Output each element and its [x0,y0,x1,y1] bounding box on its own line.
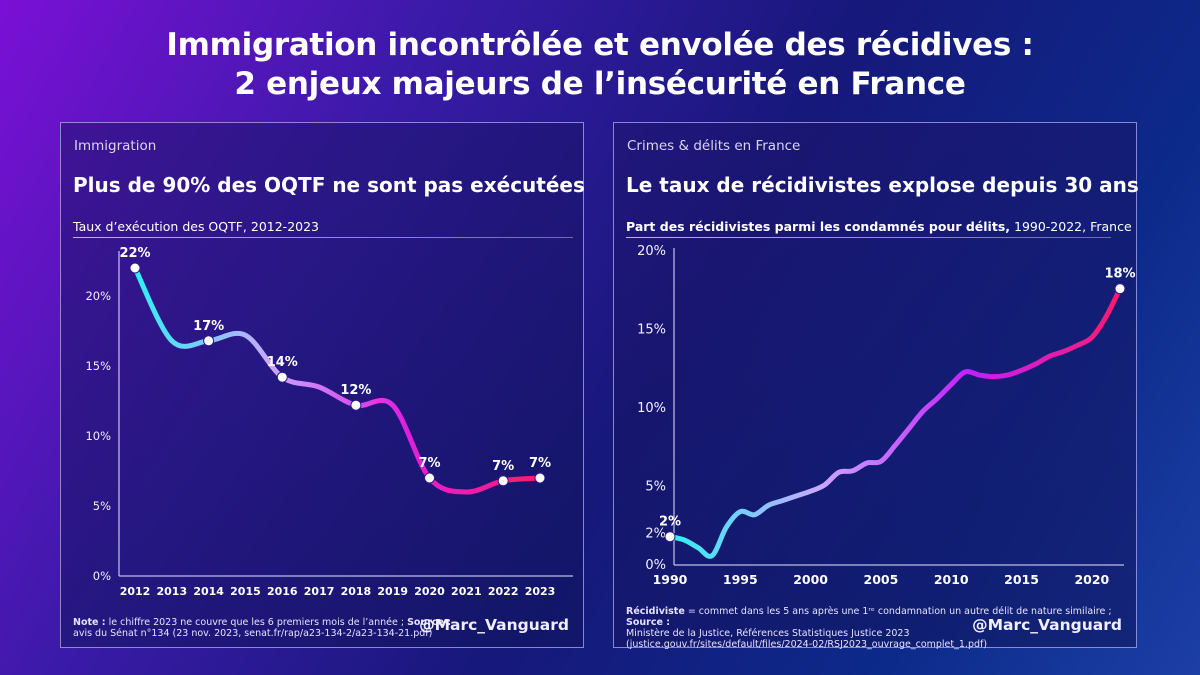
x-tick-label: 2017 [304,585,335,598]
y-tick-label: 15% [637,323,666,338]
data-label: 7% [419,456,441,471]
y-tick-label: 10% [637,401,666,416]
right-category: Crimes & délits en France [627,138,801,154]
x-tick-label: 2005 [864,572,899,587]
left-subtitle-underline [73,237,573,238]
x-tick-label: 2020 [1074,572,1109,587]
x-tick-label: 1990 [653,572,688,587]
data-label: 14% [267,355,298,370]
data-point-marker [1114,283,1126,295]
y-tick-label: 20% [85,289,111,303]
x-tick-label: 2014 [193,585,224,598]
right-note-text3: (justice.gouv.fr/sites/default/files/202… [626,639,988,650]
series-line [667,286,1123,559]
x-tick-label: 2018 [341,585,372,598]
y-tick-label: 15% [85,359,111,373]
y-tick-label: 5% [645,480,666,495]
page-title: Immigration incontrôlée et envolée des r… [0,26,1200,104]
right-subtitle-rest: 1990-2022, France [1010,219,1132,234]
right-author-handle: @Marc_Vanguard [972,616,1122,634]
page-title-line1: Immigration incontrôlée et envolée des r… [166,27,1034,63]
y-tick-label: 20% [637,244,666,259]
page-title-line2: 2 enjeux majeurs de l’insécurité en Fran… [234,66,966,102]
data-label: 22% [119,246,150,261]
x-tick-label: 2015 [230,585,261,598]
data-point-marker [350,399,362,411]
left-subtitle: Taux d’exécution des OQTF, 2012-2023 [73,219,320,234]
x-tick-label: 2016 [267,585,298,598]
data-point-marker [203,335,215,347]
right-note-text2: Ministère de la Justice, Références Stat… [626,628,910,639]
right-note: Récidiviste = commet dans les 5 ans aprè… [626,606,1136,650]
data-label: 18% [1104,267,1135,282]
x-tick-label: 2019 [377,585,408,598]
data-point-marker [424,472,436,484]
right-note-bold: Récidiviste [626,606,685,617]
recidivism-panel: Crimes & délits en France Le taux de réc… [613,122,1139,650]
right-subtitle-underline [626,237,1111,238]
data-point-marker [276,371,288,383]
right-subtitle: Part des récidivistes parmi les condamné… [626,219,1132,234]
x-tick-label: 2022 [488,585,519,598]
data-point-marker [534,472,546,484]
left-note-text1: le chiffre 2023 ne couvre que les 6 prem… [105,617,408,628]
data-point-marker [664,531,676,543]
y-tick-label: 0% [645,558,666,573]
right-subtitle-bold: Part des récidivistes parmi les condamné… [626,219,1011,234]
oqtf-line-chart: 0% 5% 10% 15% 20% 2012 2013 2014 2015 2016 2017 201… [85,246,573,598]
data-label: 17% [193,319,224,334]
left-headline: Plus de 90% des OQTF ne sont pas exécuté… [73,173,585,197]
left-author-handle: @Marc_Vanguard [419,616,569,634]
data-point-marker [497,475,509,487]
x-tick-label: 1995 [723,572,758,587]
data-label: 2% [659,515,681,530]
y-tick-label: 2% [645,527,666,542]
data-point-marker [129,262,141,274]
y-tick-label: 5% [93,499,111,513]
right-source-label: Source : [626,617,670,628]
data-label: 7% [529,456,551,471]
series-line [132,265,543,495]
data-label: 7% [492,459,514,474]
x-tick-label: 2020 [414,585,445,598]
x-tick-label: 2010 [934,572,969,587]
left-category: Immigration [74,138,157,154]
x-tick-label: 2023 [525,585,556,598]
left-source-label: Source : [407,617,452,628]
x-tick-label: 2013 [157,585,188,598]
left-note: Note : le chiffre 2023 ne couvre que les… [73,617,451,639]
data-label: 12% [340,383,371,398]
recidivism-line-chart: 0% 5% 10% 15% 20% 2% 1990 1995 2000 2005 2010 2015 2… [637,244,1135,587]
left-note-label: Note : [73,617,106,628]
right-headline: Le taux de récidivistes explose depuis 3… [626,173,1139,197]
x-tick-label: 2015 [1004,572,1039,587]
x-tick-label: 2021 [451,585,482,598]
x-tick-label: 2012 [120,585,151,598]
left-note-text2: avis du Sénat n°134 (23 nov. 2023, senat… [73,628,433,639]
right-note-text1: = commet dans les 5 ans après une 1ʳᵉ co… [684,606,1112,617]
y-tick-label: 10% [85,429,111,443]
immigration-panel: Immigration Plus de 90% des OQTF ne sont… [60,122,585,648]
y-tick-label: 0% [93,569,111,583]
x-tick-label: 2000 [793,572,828,587]
